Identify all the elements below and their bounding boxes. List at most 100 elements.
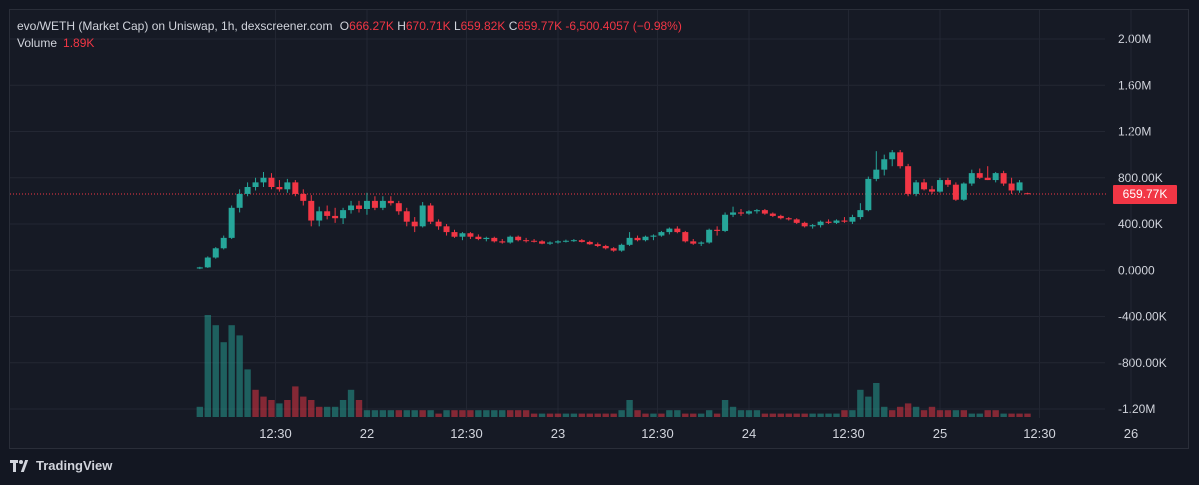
volume-bar (331, 406, 339, 417)
candle-body (968, 173, 975, 184)
x-tick-label: 12:30 (1023, 426, 1056, 441)
candle-body (332, 215, 339, 219)
volume-bar (705, 410, 713, 417)
candle-body (1024, 193, 1031, 195)
volume-bar (690, 413, 697, 417)
volume-bar (721, 400, 729, 417)
volume-bar (698, 413, 705, 417)
volume-bar (530, 413, 538, 417)
candle-body (562, 240, 569, 242)
candle-body (881, 159, 888, 170)
volume-bar (658, 413, 665, 417)
candle-body (594, 244, 601, 246)
volume-bar (602, 413, 609, 417)
volume-bar (562, 413, 570, 417)
candle-body (371, 200, 378, 208)
volume-bar (212, 325, 219, 417)
y-tick-label: -800.00K (1118, 356, 1167, 370)
candle-body (340, 210, 347, 219)
volume-bar (825, 413, 832, 417)
candle-body (865, 178, 872, 211)
candle-body (952, 184, 959, 200)
candle-body (992, 173, 999, 181)
volume-bar (849, 410, 856, 417)
volume-bar (220, 342, 227, 417)
volume-bar (992, 410, 999, 417)
open-value: 666.27K (349, 19, 394, 33)
volume-bar (395, 410, 402, 417)
volume-bar (769, 413, 777, 417)
candle-body (769, 213, 776, 216)
candle-body (873, 169, 880, 179)
volume-bar (244, 369, 251, 417)
volume-bar (379, 410, 387, 417)
y-tick-label: 2.00M (1118, 32, 1151, 46)
volume-bar (857, 389, 864, 417)
volume-bar (514, 410, 522, 417)
candle-body (403, 211, 410, 222)
candle-body (316, 211, 323, 221)
volume-bar (427, 410, 434, 417)
volume-bar (483, 410, 490, 417)
candle-body (698, 242, 705, 244)
volume-bar (475, 410, 482, 417)
volume-bar (204, 315, 211, 417)
candle-body (1008, 183, 1015, 191)
volume-bar (339, 400, 347, 417)
candle-body (761, 210, 768, 214)
volume-bar (650, 413, 657, 417)
volume-bar (538, 413, 546, 417)
volume-bar (316, 406, 323, 417)
candle-body (674, 228, 681, 233)
volume-bar (682, 413, 689, 417)
candle-body (618, 244, 625, 251)
y-tick-label: 800.00K (1118, 171, 1163, 185)
x-tick-label: 23 (551, 426, 565, 441)
x-tick-label: 12:30 (450, 426, 483, 441)
candle-body (419, 205, 426, 227)
candle-body (531, 240, 538, 242)
y-tick-label: 1.60M (1118, 78, 1151, 92)
volume-bar (1008, 413, 1015, 417)
x-tick-label: 12:30 (641, 426, 674, 441)
candle-body (292, 182, 299, 194)
volume-bar (817, 413, 824, 417)
candle-body (387, 200, 394, 204)
volume-bar (920, 410, 928, 417)
change-value: -6,500.4057 (−0.98%) (565, 19, 682, 33)
candle-body (547, 242, 553, 244)
candle-body (212, 248, 219, 258)
candle-body (825, 221, 832, 223)
volume-bar (236, 335, 243, 417)
volume-bar (729, 406, 737, 417)
volume-value: 1.89K (63, 36, 95, 50)
volume-bar (889, 410, 896, 417)
volume-bar (260, 396, 267, 417)
volume-bar (904, 403, 912, 417)
candle-body (1000, 173, 1007, 184)
volume-bar (594, 413, 601, 417)
volume-bar (984, 410, 991, 417)
candle-body (976, 173, 983, 178)
candle-body (356, 205, 362, 209)
candle-body (984, 177, 991, 181)
volume-bar (228, 325, 235, 417)
volume-bar (936, 410, 944, 417)
candle-body (682, 232, 689, 242)
high-value: 670.71K (405, 19, 451, 33)
volume-bar (674, 410, 681, 417)
candle-body (626, 237, 633, 245)
candle-body (411, 221, 418, 227)
volume-bar (308, 400, 315, 417)
candle-body (459, 233, 466, 237)
candle-body (745, 211, 752, 214)
volume-bar (355, 400, 363, 417)
candle-body (499, 241, 506, 243)
tradingview-branding[interactable]: TradingView (10, 458, 112, 473)
volume-bar (507, 410, 514, 417)
candle-body (435, 221, 442, 227)
low-label: L (453, 19, 461, 33)
volume-legend: Volume 1.89K (17, 36, 94, 50)
candle-body (523, 240, 530, 242)
